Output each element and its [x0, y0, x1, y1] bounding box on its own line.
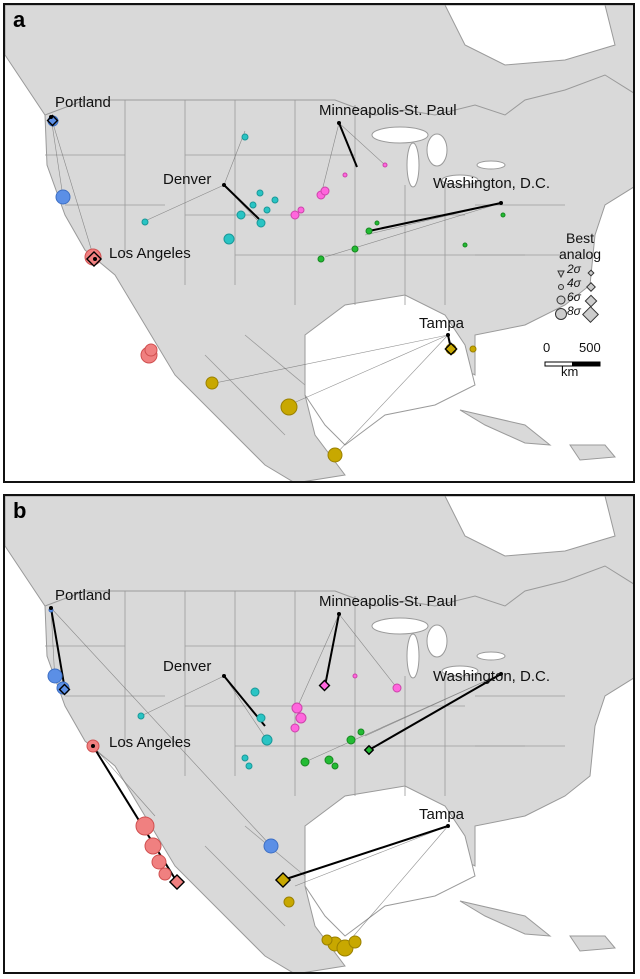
scale-bar-a [544, 361, 601, 367]
city-label-washington: Washington, D.C. [433, 175, 550, 192]
analogs-denver-a [141, 133, 279, 245]
lake-huron-b [426, 624, 448, 658]
city-label-portland: Portland [55, 94, 111, 111]
city-label-los-angeles-b: Los Angeles [109, 734, 191, 751]
lake-ontario [476, 160, 506, 170]
lake-superior [371, 126, 429, 144]
legend-label: 6σ [567, 290, 581, 304]
city-label-denver: Denver [163, 171, 212, 188]
analogs-washington-b [300, 728, 365, 770]
hispaniola [569, 444, 616, 461]
cuba-b [459, 900, 552, 937]
legend-label: 2σ [567, 262, 581, 276]
map-a-svg [5, 5, 633, 481]
city-label-washington-b: Washington, D.C. [433, 668, 550, 685]
legend-row-6sigma: 6σ [535, 290, 625, 304]
city-label-minneapolis: Minneapolis-St. Paul [319, 102, 457, 119]
gulf-of-mexico [304, 294, 476, 446]
lake-huron [426, 133, 448, 167]
lake-michigan-b [406, 633, 420, 679]
city-label-tampa: Tampa [419, 315, 465, 332]
city-points-b [49, 606, 503, 828]
best-analog-diamonds-b [58, 679, 375, 891]
lake-michigan [406, 142, 420, 188]
hispaniola-b [569, 935, 616, 952]
scale-end: 500 [579, 340, 601, 355]
cuba [459, 409, 552, 446]
scale-unit: km [561, 364, 579, 379]
state-borders-b [45, 591, 565, 927]
analogs-tampa-b [283, 896, 362, 957]
analog-lines-b [50, 607, 502, 947]
map-b-svg [5, 496, 633, 972]
analogs-minneapolis-b [290, 673, 402, 733]
state-borders [45, 100, 565, 436]
lake-ontario-b [476, 651, 506, 661]
legend-title-line2: analog [558, 246, 602, 262]
legend-row-4sigma: 4σ [535, 276, 625, 290]
hudson-bay [444, 5, 616, 66]
hudson-bay-b [444, 496, 616, 557]
analogs-portland-b [47, 607, 279, 854]
best-analog-lines-a [50, 116, 502, 350]
map-panel-a: a Portland Minneapolis-St. Paul Denver W… [3, 3, 635, 483]
analogs-minneapolis-a [290, 162, 388, 220]
analogs-la-b [86, 739, 172, 881]
city-label-los-angeles: Los Angeles [109, 245, 191, 262]
legend-row-8sigma: 8σ [535, 304, 625, 318]
analogs-denver-b [137, 687, 273, 770]
lake-superior-b [371, 617, 429, 635]
lake-erie-b [441, 665, 479, 677]
gulf-of-mexico-b [304, 785, 476, 937]
map-panel-b: b Portland Minneapolis-St. Paul Denver W… [3, 494, 635, 974]
analogs-washington-a [317, 212, 506, 263]
legend-symbols [555, 269, 599, 323]
scale-start: 0 [543, 340, 551, 355]
panel-letter-b: b [13, 498, 27, 523]
lake-erie [441, 174, 479, 186]
analogs-tampa-a [205, 343, 477, 463]
legend-title-line1: Best [565, 230, 594, 246]
legend-label: 4σ [567, 276, 581, 290]
city-label-tampa-b: Tampa [419, 806, 465, 823]
city-label-minneapolis-b: Minneapolis-St. Paul [319, 593, 457, 610]
legend-row-2sigma: 2σ [535, 262, 625, 276]
legend-label: 8σ [567, 304, 581, 318]
city-label-denver-b: Denver [163, 658, 212, 675]
city-label-portland-b: Portland [55, 587, 111, 604]
panel-letter-a: a [13, 7, 26, 32]
city-points-a [49, 115, 503, 337]
legend: Best analog 2σ 4σ 6σ 8σ [535, 230, 625, 318]
